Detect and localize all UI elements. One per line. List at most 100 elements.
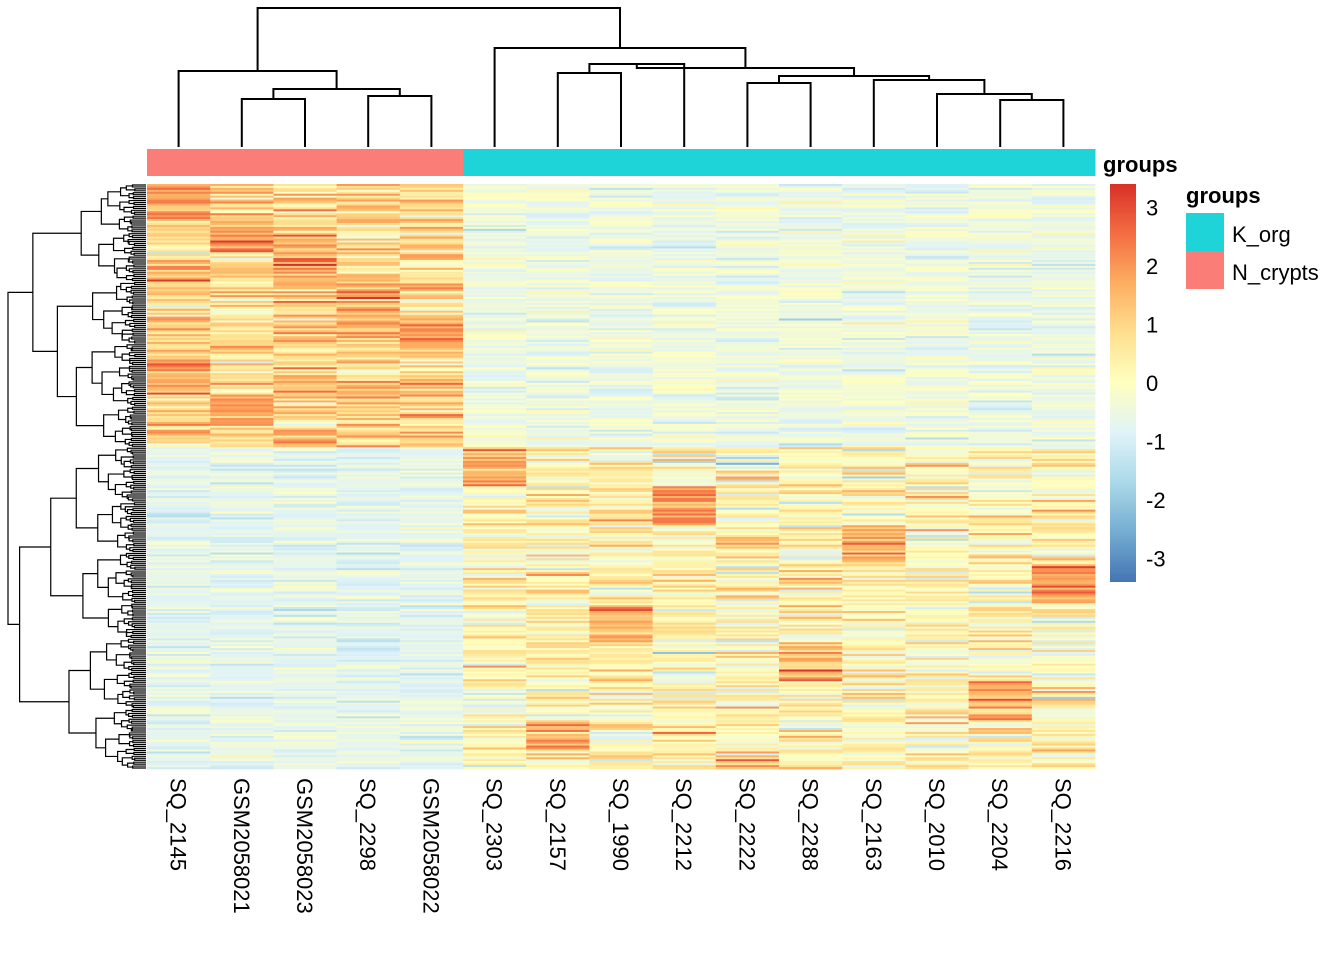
heatmap-cell (336, 334, 401, 337)
heatmap-cell (526, 556, 590, 559)
heatmap-cell (589, 751, 653, 754)
heatmap-cell (147, 423, 211, 427)
heatmap-cell (463, 609, 527, 612)
heatmap-cell (652, 708, 717, 711)
heatmap-cell (652, 536, 717, 540)
heatmap-cell (463, 191, 527, 195)
heatmap-cell (210, 357, 274, 360)
heatmap-cell (273, 293, 337, 296)
heatmap-cell (905, 570, 969, 573)
heatmap-cell (842, 763, 906, 766)
heatmap-cell (905, 189, 969, 193)
heatmap-cell (463, 749, 527, 752)
heatmap-cell (1031, 224, 1096, 228)
heatmap-cell (1031, 184, 1096, 187)
heatmap-cell (273, 187, 337, 191)
heatmap-cell (336, 238, 401, 241)
heatmap-cell (463, 591, 527, 594)
heatmap-cell (399, 433, 464, 436)
heatmap-cell (715, 291, 780, 294)
heatmap-cell (905, 400, 969, 403)
heatmap-cell (652, 207, 717, 210)
heatmap-cell (905, 340, 969, 343)
heatmap-cell (463, 755, 527, 758)
heatmap-cell (589, 544, 653, 548)
heatmap-cell (652, 406, 717, 409)
heatmap-cell (905, 618, 969, 622)
heatmap-cell (399, 205, 464, 208)
heatmap-cell (336, 244, 401, 247)
heatmap-cell (147, 215, 211, 218)
heatmap-cell (905, 525, 969, 528)
heatmap-cell (210, 437, 274, 440)
heatmap-cell (273, 226, 337, 230)
heatmap-cell (779, 642, 843, 645)
heatmap-cell (715, 248, 780, 251)
heatmap-cell (273, 470, 337, 473)
heatmap-cell (399, 546, 464, 550)
heatmap-cell (1031, 328, 1096, 331)
heatmap-cell (273, 441, 337, 444)
heatmap-cell (463, 458, 527, 462)
heatmap-cell (842, 365, 906, 368)
heatmap-cell (842, 380, 906, 384)
heatmap-cell (652, 322, 717, 325)
heatmap-cell (779, 603, 843, 606)
dendrogram-branch (123, 680, 134, 687)
heatmap-cell (842, 480, 906, 483)
heatmap-cell (652, 394, 717, 397)
heatmap-cell (779, 223, 843, 226)
heatmap-cell (905, 499, 969, 503)
heatmap-cell (589, 509, 653, 512)
dendrogram-branch (134, 566, 146, 570)
heatmap-cell (779, 525, 843, 528)
heatmap-cell (779, 297, 843, 300)
heatmap-cell (463, 236, 527, 239)
heatmap-cell (715, 279, 780, 282)
heatmap-cell (652, 550, 717, 553)
heatmap-cell (210, 338, 274, 341)
heatmap-cell (905, 620, 969, 624)
heatmap-cell (399, 540, 464, 544)
heatmap-cell (210, 466, 274, 470)
heatmap-cell (905, 386, 969, 390)
heatmap-cell (210, 209, 274, 212)
heatmap-cell (336, 299, 401, 302)
heatmap-cell (905, 733, 969, 737)
dendrogram-branch (132, 396, 146, 401)
heatmap-cell (273, 437, 337, 440)
heatmap-cell (1031, 189, 1096, 193)
heatmap-cell (147, 685, 211, 688)
heatmap-cell (210, 644, 274, 647)
heatmap-cell (779, 468, 843, 472)
heatmap-cell (589, 767, 653, 770)
heatmap-cell (210, 597, 274, 600)
heatmap-cell (715, 310, 780, 314)
heatmap-cell (905, 731, 969, 735)
heatmap-cell (968, 189, 1033, 193)
heatmap-cell (779, 759, 843, 762)
heatmap-cell (652, 687, 717, 690)
heatmap-cell (463, 702, 527, 706)
heatmap-cell (1031, 416, 1096, 419)
heatmap-cell (652, 685, 717, 688)
heatmap-cell (463, 320, 527, 323)
heatmap-cell (147, 618, 211, 622)
heatmap-cell (210, 474, 274, 477)
heatmap-cell (463, 279, 527, 282)
heatmap-cell (652, 336, 717, 339)
heatmap-cell (715, 457, 780, 460)
heatmap-cell (905, 464, 969, 468)
heatmap-cell (273, 363, 337, 366)
heatmap-cell (1031, 363, 1096, 366)
heatmap-cell (399, 408, 464, 411)
dendrogram-branch (130, 416, 146, 420)
heatmap-cell (336, 306, 401, 310)
heatmap-cell (273, 655, 337, 659)
heatmap-cell (715, 554, 780, 557)
heatmap-cell (273, 540, 337, 544)
heatmap-cell (273, 513, 337, 516)
heatmap-cell (526, 490, 590, 493)
heatmap-cell (589, 388, 653, 392)
heatmap-cell (842, 349, 906, 353)
